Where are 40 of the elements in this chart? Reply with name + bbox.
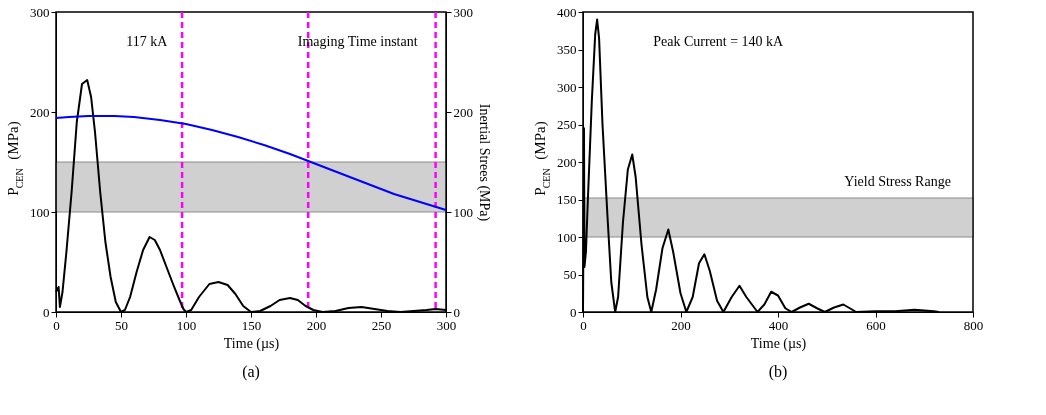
x-tick-label: 100 xyxy=(176,317,197,333)
y-tick-label: 0 xyxy=(43,304,50,320)
y-tick-label: 200 xyxy=(30,104,50,120)
y-tick-label: 200 xyxy=(557,154,577,170)
y2-axis-title: Inertial Strees (MPa) xyxy=(476,103,492,222)
annotation: 117 kA xyxy=(126,34,169,49)
y-axis-title: PCEN (MPa) xyxy=(5,121,25,196)
text: (b) xyxy=(768,363,788,381)
x-tick-label: 50 xyxy=(115,317,128,333)
annotation: Imaging Time instant xyxy=(297,34,418,49)
band-label: Yield Stress Range xyxy=(844,174,951,189)
x-tick-label: 250 xyxy=(371,317,392,333)
y-tick-label: 400 xyxy=(557,4,577,20)
y-tick-label: 300 xyxy=(557,79,577,95)
y-tick-label: 250 xyxy=(557,117,577,132)
annotation: Peak Current = 140 kA xyxy=(653,34,785,49)
y2-tick-label: 200 xyxy=(453,104,473,120)
y-tick-label: 350 xyxy=(557,42,577,57)
x-tick-label: 400 xyxy=(768,317,789,333)
x-tick-label: 300 xyxy=(436,317,457,333)
y2-tick-label: 300 xyxy=(453,4,473,20)
y-tick-label: 300 xyxy=(30,4,50,20)
x-tick-label: 150 xyxy=(241,317,262,333)
y-tick-label: 100 xyxy=(557,229,577,245)
x-tick-label: 800 xyxy=(963,317,984,333)
x-tick-label: 0 xyxy=(53,317,60,333)
y-axis-title: PCEN (MPa) xyxy=(532,121,552,196)
x-axis-title: Time (µs) xyxy=(223,335,280,352)
y-tick-label: 100 xyxy=(30,204,50,220)
x-tick-label: 200 xyxy=(306,317,327,333)
x-tick-label: 200 xyxy=(671,317,691,333)
y-tick-label: 0 xyxy=(570,304,577,320)
x-tick-label: 0 xyxy=(580,317,587,333)
x-axis-title: Time (µs) xyxy=(750,335,807,352)
text: (a) xyxy=(242,363,260,381)
y-tick-label: 150 xyxy=(557,192,577,207)
y2-tick-label: 0 xyxy=(453,304,460,320)
y-tick-label: 50 xyxy=(563,267,577,282)
x-tick-label: 600 xyxy=(866,317,886,333)
y2-tick-label: 100 xyxy=(453,204,473,220)
